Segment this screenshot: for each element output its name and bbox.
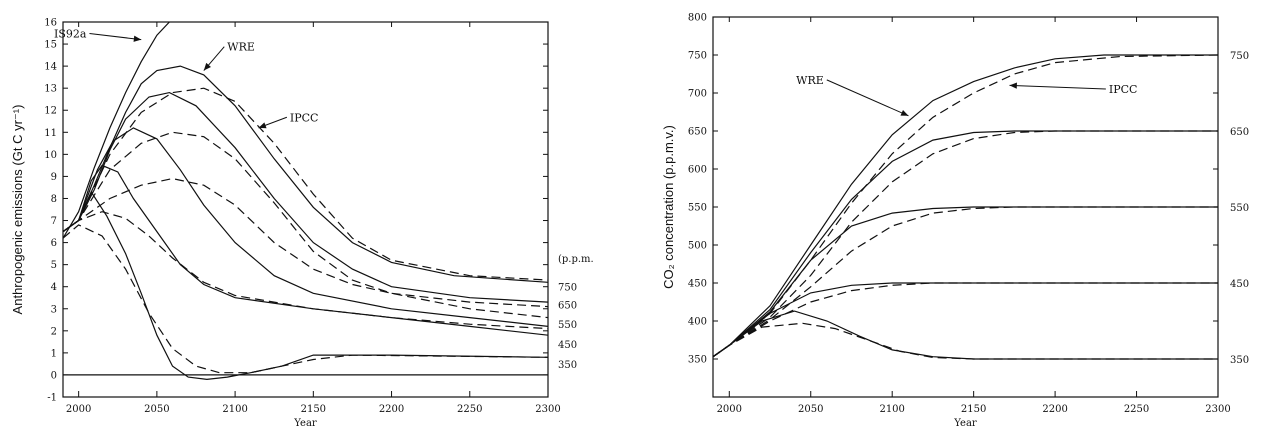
y-tick-label: 400 bbox=[688, 317, 707, 328]
series-line-dashed bbox=[63, 224, 548, 374]
series-line-solid bbox=[713, 282, 1218, 358]
right-label: 550 bbox=[558, 320, 577, 331]
x-tick-label: 2200 bbox=[1042, 404, 1067, 415]
series-line-solid bbox=[713, 54, 1218, 358]
y-tick-label: 5 bbox=[51, 260, 57, 271]
right-label: 450 bbox=[558, 340, 577, 351]
plot-frame bbox=[62, 21, 549, 398]
y-tick-label: 650 bbox=[688, 127, 707, 138]
right-label: 550 bbox=[1230, 203, 1249, 214]
series-group bbox=[63, 22, 548, 381]
series-line-dashed bbox=[713, 54, 1218, 358]
y-tick-label: 800 bbox=[688, 13, 707, 24]
x-tick-label: 2300 bbox=[1205, 404, 1230, 415]
x-tick-label: 2250 bbox=[457, 404, 482, 415]
series-line-solid bbox=[63, 65, 548, 283]
right-label: 650 bbox=[1230, 127, 1249, 138]
annotation-label: IS92a bbox=[54, 27, 87, 40]
series-line-dashed bbox=[63, 211, 548, 330]
annotation-label: IPCC bbox=[290, 111, 319, 124]
right-label: 350 bbox=[1230, 355, 1249, 366]
right-header: (p.p.m. bbox=[558, 254, 594, 265]
y-axis-label: CO₂ concentration (p.p.m.v.) bbox=[661, 125, 676, 289]
x-tick-label: 2000 bbox=[717, 404, 742, 415]
series-line-solid bbox=[63, 127, 548, 327]
series-line-dashed bbox=[63, 131, 548, 308]
x-axis-label: Year bbox=[293, 418, 317, 429]
y-tick-label: 500 bbox=[688, 241, 707, 252]
series-line-solid bbox=[63, 91, 548, 303]
annotation-arrowhead bbox=[258, 122, 267, 129]
y-tick-label: 600 bbox=[688, 165, 707, 176]
chart-emissions: 2000 2050 2100 2150 2200 2250 2300-10123456789… bbox=[10, 18, 594, 430]
annotation-arrow bbox=[826, 79, 909, 117]
x-tick-label: 2100 bbox=[879, 404, 904, 415]
y-tick-label: 0 bbox=[51, 370, 57, 381]
annotation-arrowhead bbox=[1009, 82, 1017, 89]
x-tick-label: 2050 bbox=[798, 404, 823, 415]
right-label: 750 bbox=[558, 283, 577, 294]
x-tick-label: 2150 bbox=[301, 404, 326, 415]
y-tick-label: 4 bbox=[51, 282, 57, 293]
y-tick-label: 10 bbox=[44, 150, 57, 161]
series-line-dashed bbox=[63, 87, 548, 281]
y-tick-label: 350 bbox=[688, 355, 707, 366]
chart-co2-concentration: 2000 2050 2100 2150 2200 2250 2300 350 400 450 500… bbox=[661, 13, 1249, 430]
y-tick-label: 2 bbox=[51, 326, 57, 337]
series-group bbox=[713, 54, 1218, 360]
y-tick-label: 7 bbox=[51, 216, 57, 227]
series-line-dashed bbox=[713, 130, 1218, 358]
right-label: 450 bbox=[1230, 279, 1249, 290]
y-tick-label: 11 bbox=[44, 128, 57, 139]
x-tick-label: 2200 bbox=[379, 404, 404, 415]
y-tick-label: 750 bbox=[688, 51, 707, 62]
x-axis-label: Year bbox=[953, 418, 977, 429]
series-line-solid bbox=[713, 206, 1218, 358]
y-tick-label: 6 bbox=[51, 238, 57, 249]
annotation-arrow bbox=[1009, 84, 1106, 90]
series-line-solid bbox=[713, 310, 1218, 360]
x-tick-label: 2300 bbox=[535, 404, 560, 415]
series-line-solid bbox=[63, 22, 170, 239]
annotation-label: IPCC bbox=[1109, 83, 1138, 96]
series-line-dashed bbox=[713, 322, 1218, 360]
series-line-dashed bbox=[713, 206, 1218, 358]
series-line-dashed bbox=[713, 282, 1218, 358]
annotation-arrowhead bbox=[133, 35, 142, 42]
y-tick-label: 450 bbox=[688, 279, 707, 290]
series-line-solid bbox=[713, 130, 1218, 358]
right-label: 650 bbox=[558, 300, 577, 311]
y-axis-label: Anthropogenic emissions (Gt C yr⁻¹) bbox=[10, 105, 25, 315]
y-tick-label: 9 bbox=[51, 172, 57, 183]
series-line-solid bbox=[63, 190, 548, 381]
x-tick-label: 2050 bbox=[144, 404, 169, 415]
y-tick-label: 3 bbox=[51, 304, 57, 315]
y-tick-label: 550 bbox=[688, 203, 707, 214]
annotation-label: WRE bbox=[227, 41, 255, 54]
x-tick-label: 2250 bbox=[1124, 404, 1149, 415]
annotation-label: WRE bbox=[796, 74, 824, 87]
y-tick-label: 16 bbox=[44, 18, 57, 29]
y-tick-label: 1 bbox=[51, 348, 57, 359]
y-tick-label: 12 bbox=[44, 106, 57, 117]
y-tick-label: -1 bbox=[47, 393, 57, 404]
series-line-solid bbox=[63, 164, 548, 336]
annotation-arrowhead bbox=[900, 109, 909, 116]
y-tick-label: 8 bbox=[51, 194, 57, 205]
annotation-arrowhead bbox=[203, 62, 211, 71]
right-label: 350 bbox=[558, 360, 577, 371]
y-tick-label: 700 bbox=[688, 89, 707, 100]
y-tick-label: 14 bbox=[44, 62, 57, 73]
annotation-arrow bbox=[89, 32, 142, 41]
y-tick-label: 15 bbox=[44, 40, 57, 51]
x-tick-label: 2100 bbox=[222, 404, 247, 415]
right-label: 750 bbox=[1230, 51, 1249, 62]
x-tick-label: 2000 bbox=[66, 404, 91, 415]
y-tick-label: 13 bbox=[44, 84, 57, 95]
series-line-dashed bbox=[63, 177, 548, 319]
x-tick-label: 2150 bbox=[961, 404, 986, 415]
